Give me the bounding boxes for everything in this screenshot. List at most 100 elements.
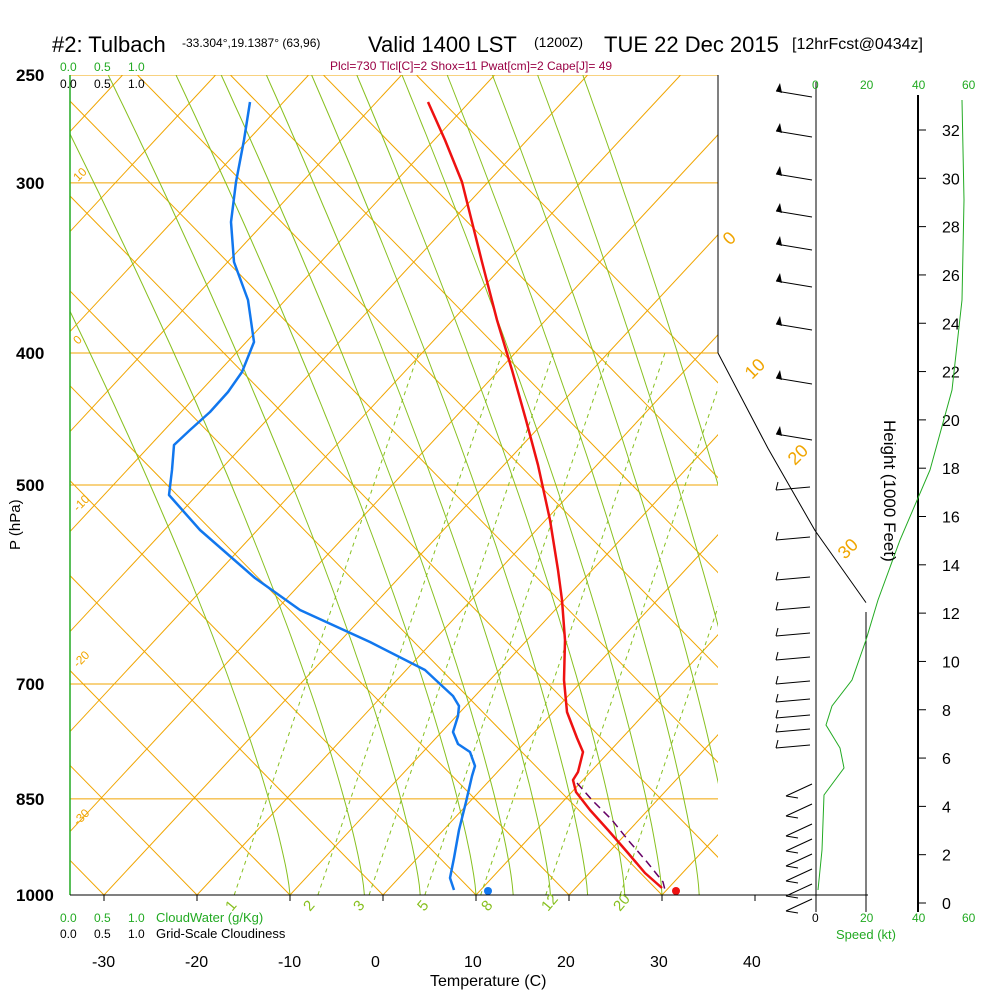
wind-barb — [775, 236, 813, 251]
wind-barb — [785, 898, 813, 914]
moist-adiabat-line — [107, 75, 421, 895]
mixing-ratio-line — [233, 352, 419, 895]
cloudiness-tick-bottom: 0.0 — [60, 927, 77, 941]
height-tick-label: 22 — [942, 365, 960, 382]
x-axis-title: Temperature (C) — [430, 973, 546, 990]
speed-tick-bottom: 60 — [962, 911, 976, 925]
height-tick-label: 32 — [942, 123, 960, 140]
cloudiness-tick-bottom: 0.5 — [94, 927, 111, 941]
moist-adiabat-line — [311, 75, 589, 895]
dry-adiabat-label: -20 — [70, 648, 92, 670]
dry-adiabat-line — [70, 100, 718, 764]
moist-adiabat-line — [582, 75, 718, 487]
speed-tick-top: 0 — [812, 78, 819, 92]
isotherm-line — [70, 75, 216, 233]
height-tick-label: 20 — [942, 413, 960, 430]
barb-feather — [775, 571, 779, 581]
wind-barb — [775, 481, 811, 491]
height-panel: 0246810121416182022242628303200202040406… — [812, 78, 976, 925]
x-tick-label: -10 — [278, 954, 301, 971]
barb-flag — [776, 203, 782, 213]
barb-shaft — [785, 898, 813, 912]
wind-barb — [785, 783, 813, 799]
barb-feather — [775, 723, 779, 733]
height-tick-label: 2 — [942, 848, 951, 865]
wind-barb — [785, 883, 813, 899]
dry-adiabat-label: 20 — [784, 441, 812, 469]
pressure-tick-label: 700 — [16, 675, 44, 694]
height-tick-label: 8 — [942, 703, 951, 720]
cloudiness-tick-bottom: 1.0 — [128, 927, 145, 941]
station-coords: -33.304°,19.1387° (63,96) — [182, 36, 320, 50]
height-tick-label: 6 — [942, 751, 951, 768]
cloud-water-tick-top: 0.5 — [94, 60, 111, 74]
speed-tick-top: 60 — [962, 78, 976, 92]
surface-dewpoint-dot — [484, 887, 492, 895]
barb-shaft — [785, 883, 813, 897]
wind-barb — [785, 803, 813, 819]
barb-flag — [776, 166, 782, 176]
mixing-ratio-label: 8 — [478, 897, 496, 914]
barb-shaft — [775, 173, 813, 181]
isotherm-line — [568, 734, 718, 895]
barb-feather — [775, 627, 779, 637]
isotherm-line — [70, 75, 402, 433]
height-tick-label: 0 — [942, 896, 951, 913]
speed-tick-bottom: 20 — [860, 911, 874, 925]
surface-temperature-dot — [672, 887, 680, 895]
dry-adiabat-label: 30 — [834, 535, 862, 563]
speed-tick-bottom: 0 — [812, 911, 819, 925]
wind-barb — [775, 316, 813, 331]
cloudiness-title: Grid-Scale Cloudiness — [156, 926, 286, 941]
wind-barb — [775, 651, 811, 661]
barb-feather — [775, 481, 779, 491]
y-axis-title: P (hPa) — [7, 499, 24, 550]
curves-layer — [167, 101, 680, 895]
cloudiness-tick-top: 0.0 — [60, 77, 77, 91]
height-tick-label: 24 — [942, 316, 960, 333]
mixing-ratio-label: 3 — [350, 897, 368, 914]
barb-shaft — [775, 486, 811, 491]
parcel-curve — [576, 782, 666, 891]
isotherm-line — [70, 75, 309, 333]
barb-feather — [775, 601, 779, 611]
mixing-ratio-label: 20 — [610, 891, 634, 915]
barb-shaft — [775, 576, 811, 581]
pressure-tick-label: 850 — [16, 790, 44, 809]
cloudiness-tick-top: 0.5 — [94, 77, 111, 91]
barb-shaft — [785, 838, 813, 852]
barb-shaft — [775, 606, 811, 611]
moist-adiabat-line — [446, 75, 700, 895]
moist-adiabat-line — [537, 75, 718, 628]
wind-barbs — [775, 83, 813, 914]
barb-flag — [776, 123, 782, 133]
speed-axis-title: Speed (kt) — [836, 927, 896, 942]
barb-feather — [785, 835, 799, 839]
dry-adiabat-line — [0, 75, 11, 895]
barb-feather — [785, 865, 799, 869]
barb-shaft — [775, 90, 813, 98]
speed-tick-top: 40 — [912, 78, 926, 92]
zulu-time: (1200Z) — [534, 34, 583, 50]
isotherm-line — [103, 234, 718, 895]
moist-adiabat-line — [70, 310, 291, 895]
x-tick-label: 0 — [371, 954, 380, 971]
pressure-tick-label: 1000 — [16, 886, 54, 905]
wind-barb — [775, 709, 811, 719]
cloud-water-tick-bottom: 1.0 — [128, 911, 145, 925]
barb-flag — [776, 83, 782, 93]
cloud-water-tick-bottom: 0.5 — [94, 911, 111, 925]
dry-adiabat-label: 0 — [719, 228, 740, 249]
dry-adiabat-line — [323, 75, 718, 479]
isotherm-line — [70, 75, 495, 533]
boundary-line — [717, 352, 867, 603]
wind-barb — [775, 739, 811, 749]
dry-adiabat-line — [70, 385, 570, 895]
height-tick-label: 26 — [942, 268, 960, 285]
barb-feather — [775, 739, 779, 749]
cloud-water-tick-bottom: 0.0 — [60, 911, 77, 925]
moist-adiabat-line — [70, 132, 365, 895]
x-tick-label: -30 — [92, 954, 115, 971]
wind-barb — [775, 627, 811, 637]
